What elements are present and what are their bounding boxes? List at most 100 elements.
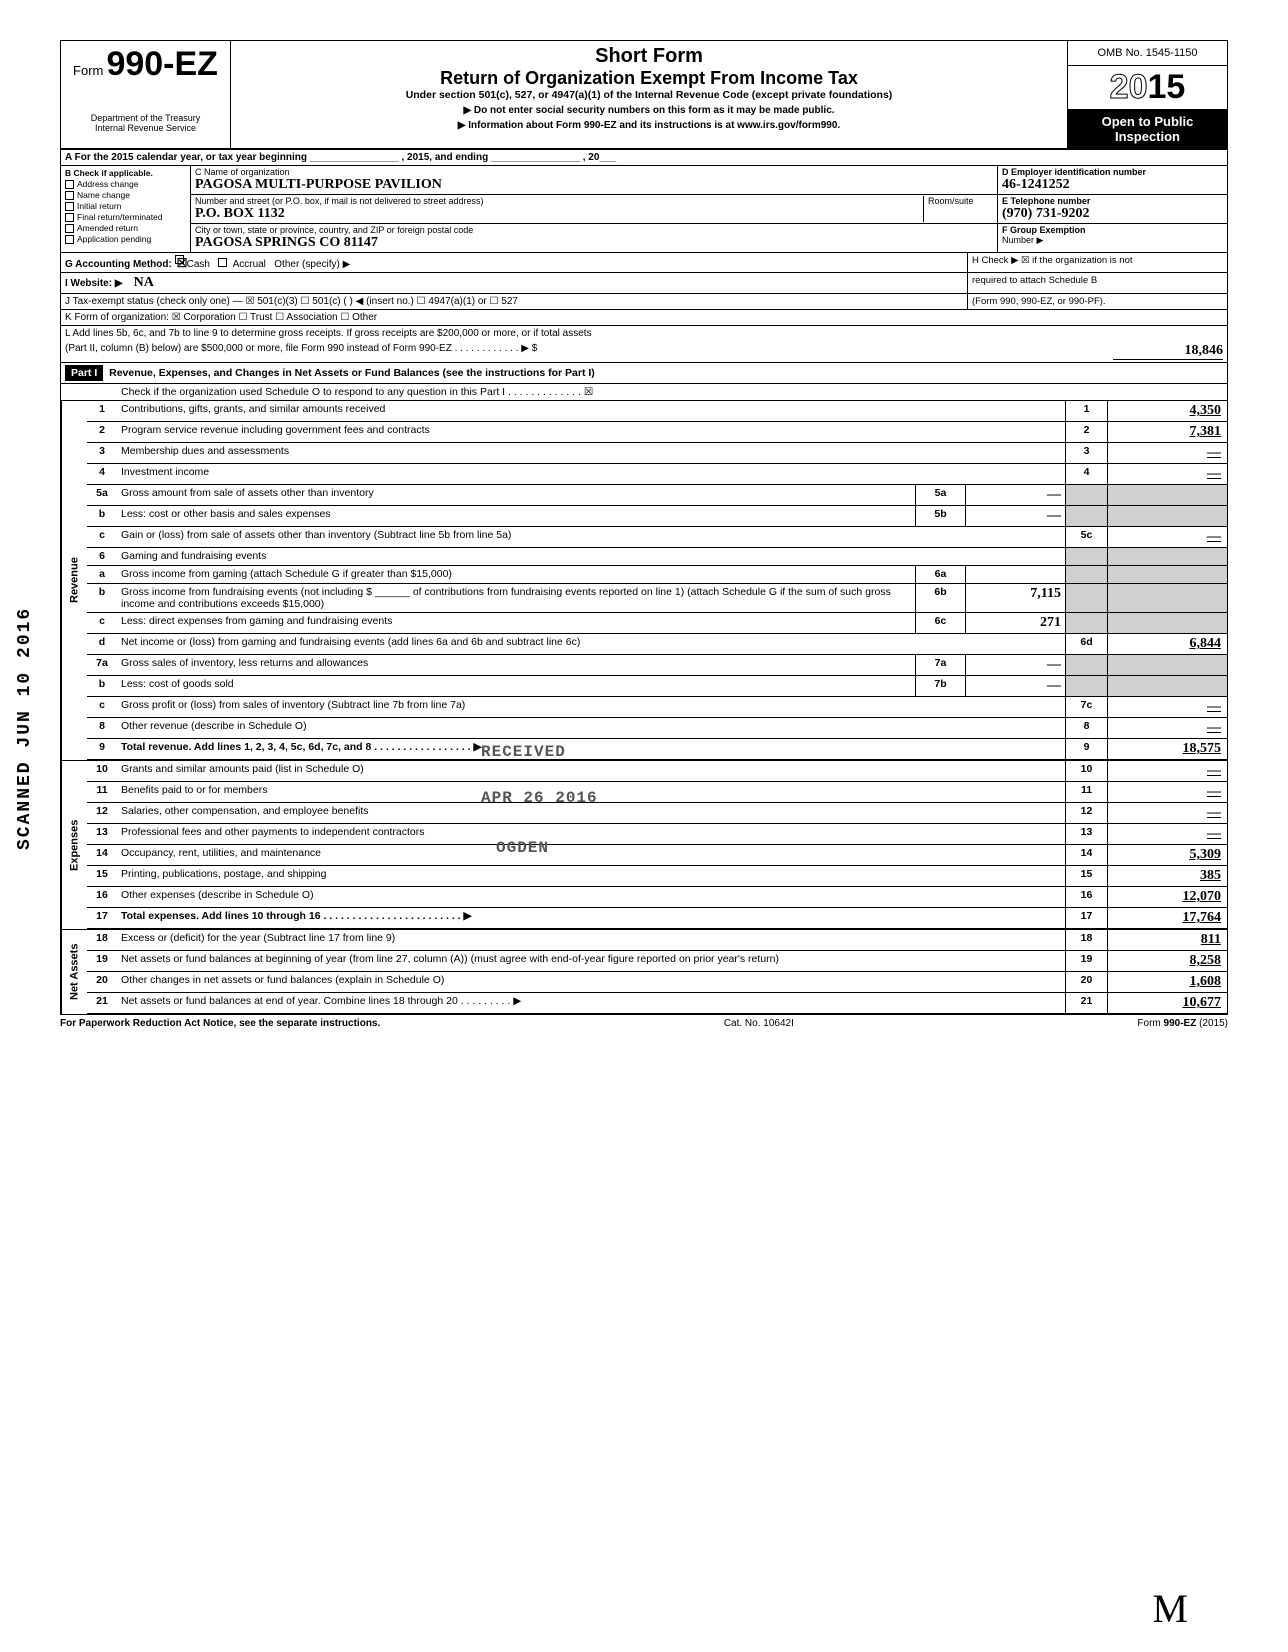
short-form-title: Short Form	[239, 45, 1059, 68]
scanned-stamp: SCANNED JUN 10 2016	[15, 607, 35, 850]
f-row: F Group Exemption Number ▶	[998, 224, 1227, 247]
j-text: J Tax-exempt status (check only one) — ☒…	[61, 294, 967, 309]
line-a: aGross income from gaming (attach Schedu…	[87, 566, 1227, 584]
line-d: dNet income or (loss) from gaming and fu…	[87, 634, 1227, 655]
h2-text: required to attach Schedule B	[967, 273, 1227, 293]
checkbox-application-pending[interactable]: Application pending	[65, 234, 188, 244]
l-text2: (Part II, column (B) below) are $500,000…	[65, 343, 1113, 360]
checkbox-final-return-terminated[interactable]: Final return/terminated	[65, 212, 188, 222]
instr1: ▶ Do not enter social security numbers o…	[239, 105, 1059, 116]
h3-text: (Form 990, 990-EZ, or 990-PF).	[967, 294, 1227, 309]
footer-right: Form 990-EZ (2015)	[1137, 1018, 1228, 1029]
g-accrual: Accrual	[233, 259, 266, 270]
d-val: 46-1241252	[1002, 177, 1223, 193]
title-cell: Short Form Return of Organization Exempt…	[231, 41, 1067, 148]
expenses-label: Expenses	[61, 761, 87, 929]
line-11: 11Benefits paid to or for members11—	[87, 782, 1227, 803]
row-a: A For the 2015 calendar year, or tax yea…	[61, 150, 1227, 166]
expenses-section: Expenses 10Grants and similar amounts pa…	[61, 760, 1227, 929]
form-header: Form 990-EZ Department of the Treasury I…	[61, 41, 1227, 150]
h-text: H Check ▶ ☒ if the organization is not	[967, 253, 1227, 272]
row-k: K Form of organization: ☒ Corporation ☐ …	[61, 310, 1227, 326]
line-17: 17Total expenses. Add lines 10 through 1…	[87, 908, 1227, 929]
addr-label: Number and street (or P.O. box, if mail …	[195, 196, 923, 206]
line-c: cLess: direct expenses from gaming and f…	[87, 613, 1227, 634]
netassets-label: Net Assets	[61, 930, 87, 1014]
checkbox-address-change[interactable]: Address change	[65, 179, 188, 189]
line-9: 9Total revenue. Add lines 1, 2, 3, 4, 5c…	[87, 739, 1227, 760]
d-row: D Employer identification number 46-1241…	[998, 166, 1227, 195]
c-row: C Name of organization PAGOSA MULTI-PURP…	[191, 166, 997, 195]
revenue-section: Revenue 1Contributions, gifts, grants, a…	[61, 401, 1227, 760]
c-label: C Name of organization	[195, 167, 993, 177]
footer: For Paperwork Reduction Act Notice, see …	[60, 1015, 1228, 1032]
form-prefix: Form	[73, 63, 103, 78]
netassets-section: Net Assets 18Excess or (deficit) for the…	[61, 929, 1227, 1014]
i-val: NA	[134, 275, 154, 290]
return-title: Return of Organization Exempt From Incom…	[239, 68, 1059, 89]
row-l2: (Part II, column (B) below) are $500,000…	[61, 341, 1227, 363]
omb-number: OMB No. 1545-1150	[1068, 41, 1227, 66]
line-7a: 7aGross sales of inventory, less returns…	[87, 655, 1227, 676]
city-val: PAGOSA SPRINGS CO 81147	[195, 235, 993, 251]
tax-year: 20201515	[1068, 66, 1227, 110]
part1-label: Part I	[65, 365, 103, 381]
line-c: cGross profit or (loss) from sales of in…	[87, 697, 1227, 718]
line-16: 16Other expenses (describe in Schedule O…	[87, 887, 1227, 908]
line-3: 3Membership dues and assessments3—	[87, 443, 1227, 464]
city-row: City or town, state or province, country…	[191, 224, 997, 252]
line-19: 19Net assets or fund balances at beginni…	[87, 951, 1227, 972]
part1-title: Revenue, Expenses, and Changes in Net As…	[109, 367, 595, 379]
omb-cell: OMB No. 1545-1150 20201515 Open to Publi…	[1067, 41, 1227, 148]
form-number: 990-EZ	[106, 45, 218, 83]
inspection-text: Inspection	[1070, 129, 1225, 144]
part1-header: Part I Revenue, Expenses, and Changes in…	[61, 363, 1227, 384]
row-l1: L Add lines 5b, 6c, and 7b to line 9 to …	[61, 326, 1227, 341]
f-label2: Number ▶	[1002, 235, 1223, 246]
inspection-box: Open to Public Inspection	[1068, 110, 1227, 148]
checkbox-name-change[interactable]: Name change	[65, 190, 188, 200]
line-12: 12Salaries, other compensation, and empl…	[87, 803, 1227, 824]
i-label: I Website: ▶	[65, 278, 123, 289]
footer-left: For Paperwork Reduction Act Notice, see …	[60, 1018, 380, 1029]
row-j: J Tax-exempt status (check only one) — ☒…	[61, 294, 1227, 310]
row-g: G Accounting Method: ☒Cash Accrual Other…	[61, 253, 1227, 273]
room-label: Room/suite	[923, 196, 993, 222]
g-cash: Cash	[187, 259, 210, 270]
l-val: 18,846	[1113, 343, 1223, 360]
initial-signature: M	[1152, 1585, 1188, 1632]
city-label: City or town, state or province, country…	[195, 225, 993, 235]
line-b: bLess: cost or other basis and sales exp…	[87, 506, 1227, 527]
e-row: E Telephone number (970) 731-9202	[998, 195, 1227, 224]
line-8: 8Other revenue (describe in Schedule O)8…	[87, 718, 1227, 739]
e-label: E Telephone number	[1002, 196, 1223, 206]
line-14: 14Occupancy, rent, utilities, and mainte…	[87, 845, 1227, 866]
line-b: bGross income from fundraising events (n…	[87, 584, 1227, 613]
f-label: F Group Exemption	[1002, 225, 1086, 235]
row-a-text: A For the 2015 calendar year, or tax yea…	[61, 150, 620, 165]
line-6: 6Gaming and fundraising events	[87, 548, 1227, 566]
open-public: Open to Public	[1070, 114, 1225, 129]
org-name: PAGOSA MULTI-PURPOSE PAVILION	[195, 177, 993, 193]
line-2: 2Program service revenue including gover…	[87, 422, 1227, 443]
checkbox-amended-return[interactable]: Amended return	[65, 223, 188, 233]
line-13: 13Professional fees and other payments t…	[87, 824, 1227, 845]
line-21: 21Net assets or fund balances at end of …	[87, 993, 1227, 1014]
line-10: 10Grants and similar amounts paid (list …	[87, 761, 1227, 782]
line-c: cGain or (loss) from sale of assets othe…	[87, 527, 1227, 548]
line-4: 4Investment income4—	[87, 464, 1227, 485]
b-label: B Check if applicable.	[65, 168, 188, 178]
checkbox-initial-return[interactable]: Initial return	[65, 201, 188, 211]
check-b: B Check if applicable. Address changeNam…	[61, 166, 191, 252]
line-b: bLess: cost of goods sold7b—	[87, 676, 1227, 697]
line-1: 1Contributions, gifts, grants, and simil…	[87, 401, 1227, 422]
revenue-label: Revenue	[61, 401, 87, 760]
org-block: C Name of organization PAGOSA MULTI-PURP…	[191, 166, 997, 252]
e-val: (970) 731-9202	[1002, 206, 1223, 222]
footer-mid: Cat. No. 10642I	[724, 1018, 794, 1029]
line-18: 18Excess or (deficit) for the year (Subt…	[87, 930, 1227, 951]
form-number-cell: Form 990-EZ Department of the Treasury I…	[61, 41, 231, 148]
instr2: ▶ Information about Form 990-EZ and its …	[239, 120, 1059, 131]
addr-val: P.O. BOX 1132	[195, 206, 923, 222]
right-block: D Employer identification number 46-1241…	[997, 166, 1227, 252]
